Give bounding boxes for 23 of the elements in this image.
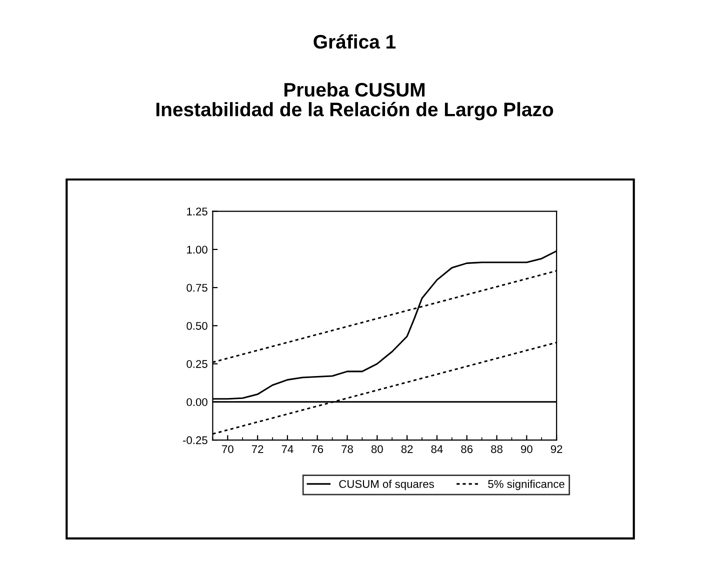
y-tick-label: 1.25 — [187, 208, 208, 216]
y-tick-label: 0.75 — [186, 284, 208, 292]
chart-subtitle: Prueba CUSUM Inestabilidad de la Relación de Largo Plazo — [156, 82, 554, 120]
chart-title: Gráfica 1 — [314, 34, 396, 49]
x-tick-label: 74 — [282, 445, 294, 453]
x-tick-label: 90 — [521, 445, 532, 454]
legend-label: CUSUM of squares — [339, 480, 434, 490]
x-tick-label: 88 — [491, 445, 502, 454]
x-tick-label: 86 — [461, 445, 473, 454]
x-tick-label: 84 — [431, 445, 443, 454]
x-tick-label: 70 — [222, 445, 234, 454]
y-tick-label: 0.00 — [186, 398, 208, 406]
x-tick-label: 72 — [252, 445, 264, 453]
x-tick-label: 76 — [312, 445, 324, 454]
y-tick-label: 0.25 — [186, 360, 208, 368]
x-tick-label: 92 — [550, 445, 562, 454]
y-tick-label: 1.00 — [187, 246, 208, 254]
x-tick-label: 82 — [401, 445, 413, 454]
legend-label: 5% significance — [488, 480, 564, 490]
x-tick-label: 80 — [371, 445, 383, 454]
y-tick-label: 0.50 — [186, 322, 208, 330]
y-tick-label: -0.25 — [183, 436, 208, 444]
x-tick-label: 78 — [342, 445, 353, 454]
